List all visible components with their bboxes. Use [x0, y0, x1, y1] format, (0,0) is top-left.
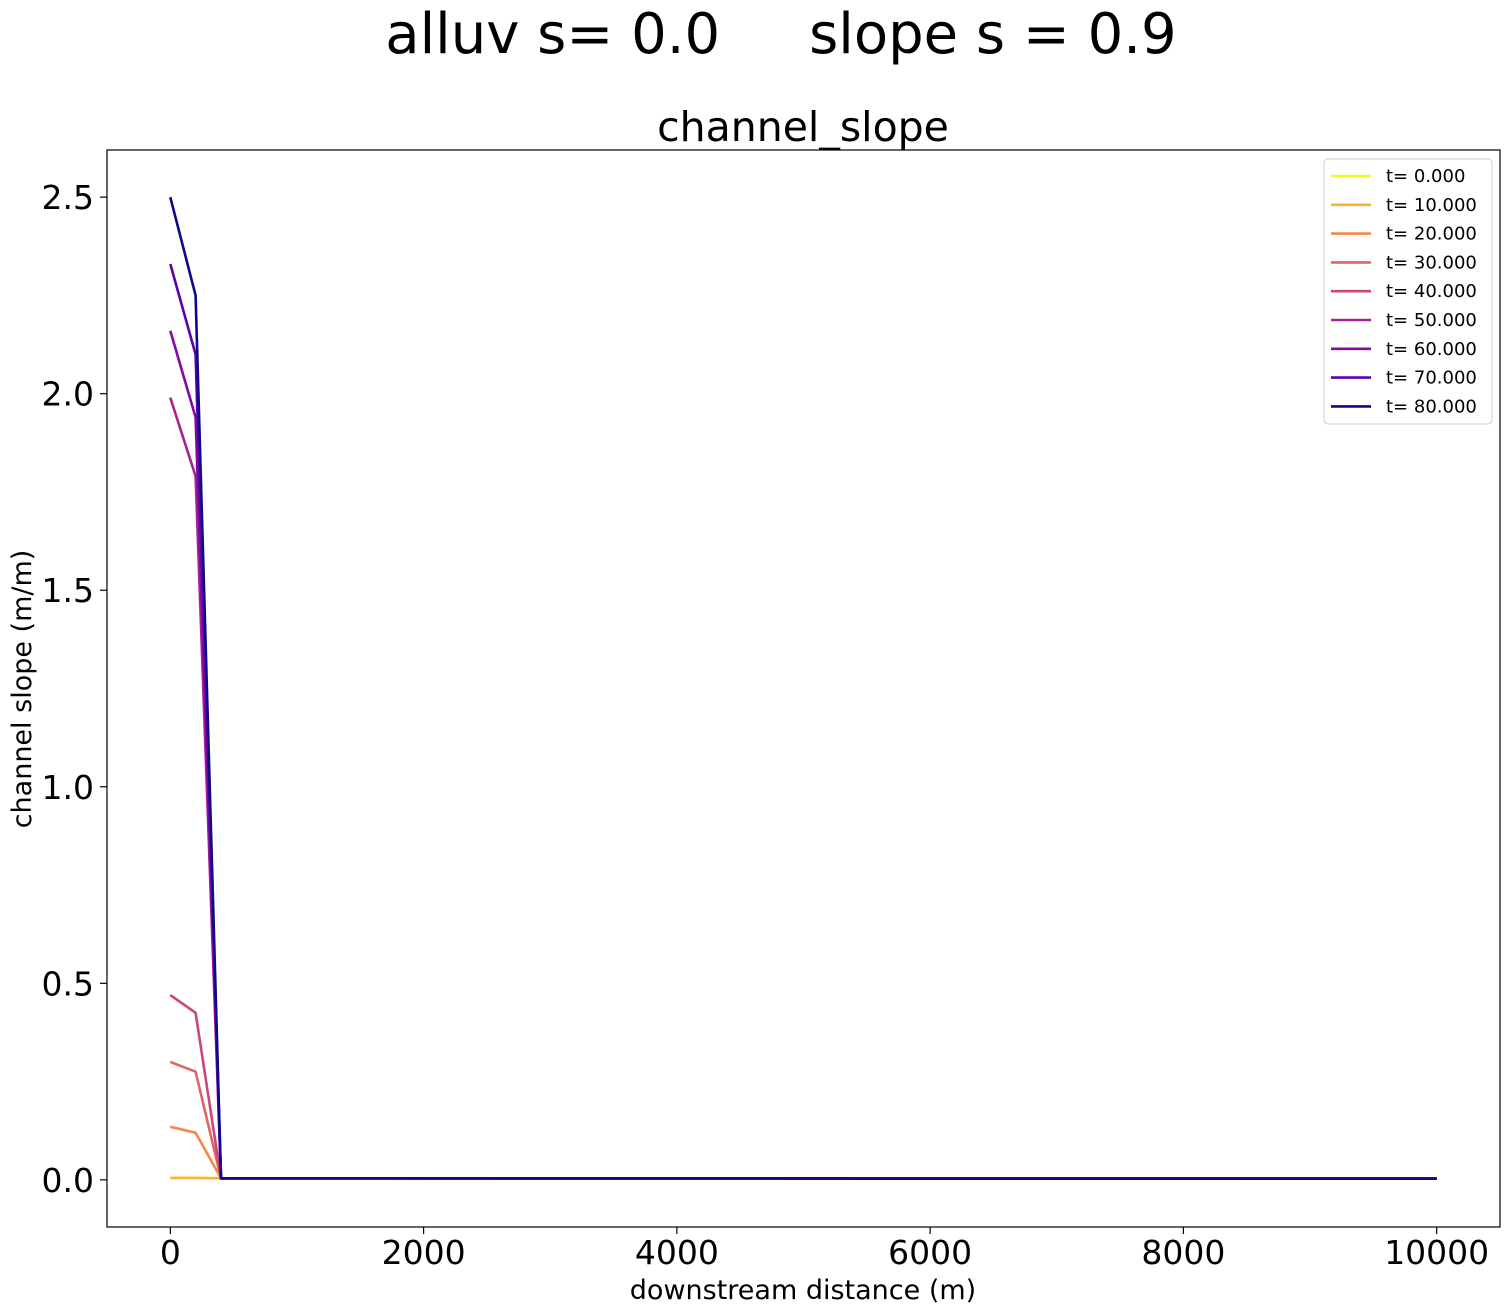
x-tick-label: 0 [160, 1233, 181, 1272]
figure-suptitle: alluv s= 0.0 slope s = 0.9 [385, 2, 1176, 67]
x-tick-label: 4000 [635, 1233, 719, 1272]
y-tick-label: 0.5 [42, 964, 94, 1003]
y-tick-label: 0.0 [42, 1161, 94, 1200]
series-line-2 [170, 1125, 1437, 1180]
legend-box [1323, 158, 1493, 425]
y-tick-label: 1.0 [42, 768, 94, 807]
series-line-3 [169, 1060, 1437, 1180]
y-axis-label: channel slope (m/m) [7, 550, 38, 829]
legend-label: t= 10.000 [1386, 195, 1477, 216]
series-line-6 [169, 330, 1437, 1180]
plot-frame [106, 149, 1501, 1228]
legend-label: t= 30.000 [1386, 252, 1477, 273]
y-tick-label: 2.5 [42, 178, 94, 217]
y-axis: 0.0 0.5 1.0 1.5 2.0 2.5 [42, 178, 107, 1200]
legend-label: t= 50.000 [1386, 310, 1477, 331]
x-tick-label: 10000 [1384, 1233, 1489, 1272]
series-line-7 [169, 263, 1437, 1180]
legend-label: t= 80.000 [1386, 396, 1477, 417]
chart-title: channel_slope [657, 103, 949, 151]
x-tick-label: 8000 [1141, 1233, 1225, 1272]
series-line-8 [169, 196, 1437, 1180]
x-tick-label: 6000 [888, 1233, 972, 1272]
x-tick-label: 2000 [382, 1233, 466, 1272]
legend-label: t= 40.000 [1386, 281, 1477, 302]
y-tick-label: 2.0 [42, 375, 94, 414]
legend-label: t= 60.000 [1386, 339, 1477, 360]
series-line-4 [169, 994, 1437, 1180]
legend-label: t= 70.000 [1386, 368, 1477, 389]
plot-lines [169, 196, 1437, 1180]
x-axis-label: downstream distance (m) [630, 1275, 976, 1306]
series-line-5 [169, 397, 1437, 1180]
legend-label: t= 20.000 [1386, 224, 1477, 245]
x-axis: 0 2000 4000 6000 8000 10000 [160, 1227, 1489, 1272]
legend-label: t= 0.000 [1386, 166, 1465, 187]
y-tick-label: 1.5 [42, 571, 94, 610]
legend: t= 0.000 t= 10.000 t= 20.000 t= 30.000 t= 40… [1323, 158, 1493, 425]
